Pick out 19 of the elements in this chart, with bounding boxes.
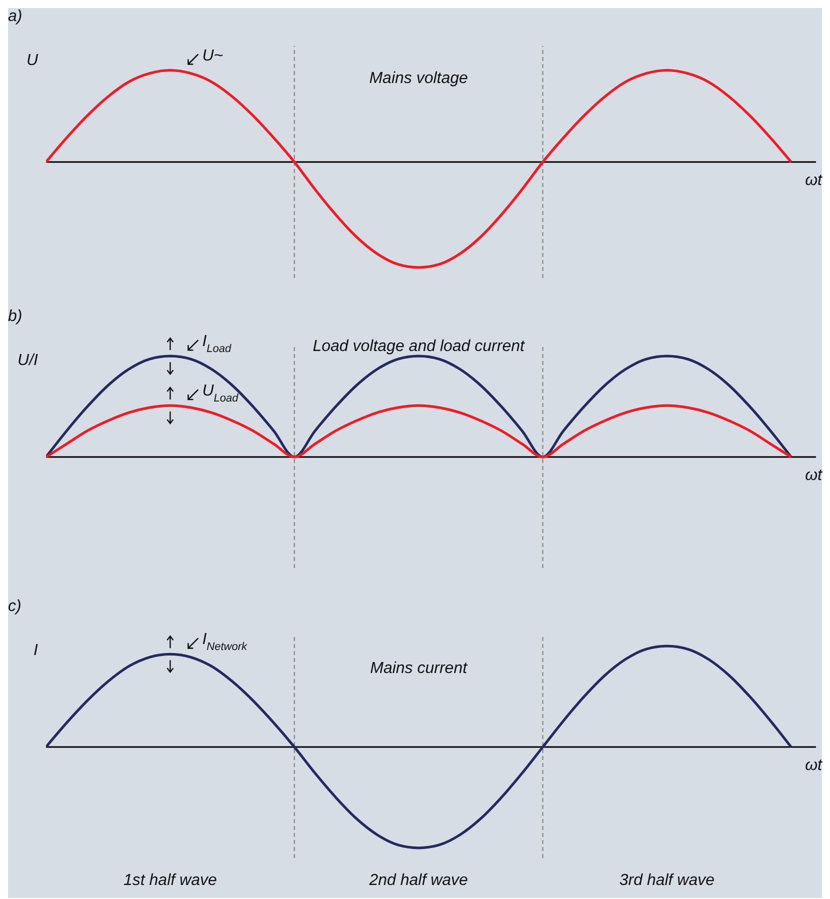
chart-title: Load voltage and load current xyxy=(312,338,524,356)
y-axis-title: U xyxy=(26,52,38,70)
text: b) xyxy=(8,308,22,326)
text: Mains current xyxy=(370,660,468,678)
text: c) xyxy=(8,598,22,616)
x-axis-title: ωt xyxy=(805,467,822,485)
y-axis-title: U/I xyxy=(18,352,38,370)
text: 2nd half wave xyxy=(369,872,468,890)
text: 3rd half wave xyxy=(619,872,715,890)
chart-title: Mains voltage xyxy=(369,70,468,88)
text: a) xyxy=(8,8,22,26)
series-label: U~ xyxy=(202,47,224,64)
x-axis-title: ωt xyxy=(805,172,822,190)
series-label: U$_{Load}$ xyxy=(202,382,240,405)
x-axis-title: ωt xyxy=(805,757,822,775)
y-axis-title: I xyxy=(34,642,38,660)
text: 1st half wave xyxy=(123,872,217,890)
series-label: I$_{Load}$ xyxy=(202,333,232,356)
series-label: I$_{Network}$ xyxy=(202,631,248,654)
